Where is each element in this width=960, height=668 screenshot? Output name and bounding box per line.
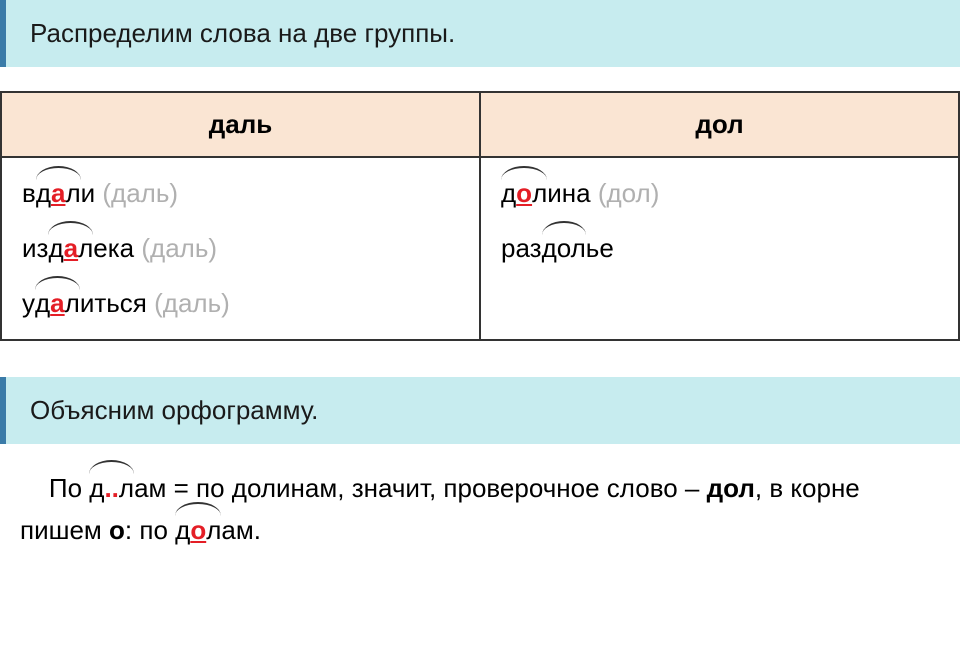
col1-header: даль (1, 92, 480, 157)
explanation-text: По д..лам = по долинам, значит, провероч… (0, 468, 960, 551)
bold-word: о (109, 515, 125, 545)
check-word: (даль) (154, 288, 230, 318)
word-prefix: раз (501, 233, 542, 263)
table-row: вдали (даль) (22, 174, 459, 213)
root-arc: д..л (89, 468, 134, 510)
highlighted-letter: о (516, 178, 532, 208)
words-table: даль дол вдали (даль) издалека (даль) уд… (0, 91, 960, 341)
table-row: удалиться (даль) (22, 284, 459, 323)
highlighted-letter: а (51, 178, 65, 208)
instruction-text-2: Объясним орфограмму. (30, 395, 318, 425)
root-arc: дал (36, 174, 81, 213)
dotted-letter: .. (104, 473, 118, 503)
exp-part: : по (125, 515, 175, 545)
highlighted-letter: а (50, 288, 64, 318)
check-word: (даль) (141, 233, 217, 263)
root-arc: дол (175, 510, 221, 552)
instruction-header-1: Распределим слова на две группы. (0, 0, 960, 67)
root-arc: дал (48, 229, 93, 268)
highlighted-letter: о (190, 515, 206, 545)
instruction-header-2: Объясним орфограмму. (0, 377, 960, 444)
table-row: раздолье (501, 229, 938, 268)
word-prefix: в (22, 178, 36, 208)
check-word: (дол) (598, 178, 660, 208)
root-arc: дол (542, 229, 586, 268)
word-prefix: у (22, 288, 35, 318)
word-suffix: и (81, 178, 96, 208)
table-row: издалека (даль) (22, 229, 459, 268)
exp-part: ам = по долинам, значит, проверочное сло… (134, 473, 707, 503)
root-arc: дал (35, 284, 80, 323)
word-suffix: ина (547, 178, 590, 208)
word-prefix: из (22, 233, 48, 263)
exp-part: По (49, 473, 89, 503)
instruction-text-1: Распределим слова на две группы. (30, 18, 455, 48)
root-arc: дол (501, 174, 547, 213)
word-suffix: ека (93, 233, 134, 263)
col2-header: дол (480, 92, 959, 157)
col1-cell: вдали (даль) издалека (даль) удалиться (… (1, 157, 480, 340)
highlighted-letter: а (64, 233, 78, 263)
col2-cell: долина (дол) раздолье (480, 157, 959, 340)
word-suffix: ье (586, 233, 614, 263)
check-word: (даль) (102, 178, 178, 208)
table-row: долина (дол) (501, 174, 938, 213)
word-suffix: иться (80, 288, 147, 318)
bold-word: дол (707, 473, 755, 503)
exp-part: ам. (221, 515, 261, 545)
